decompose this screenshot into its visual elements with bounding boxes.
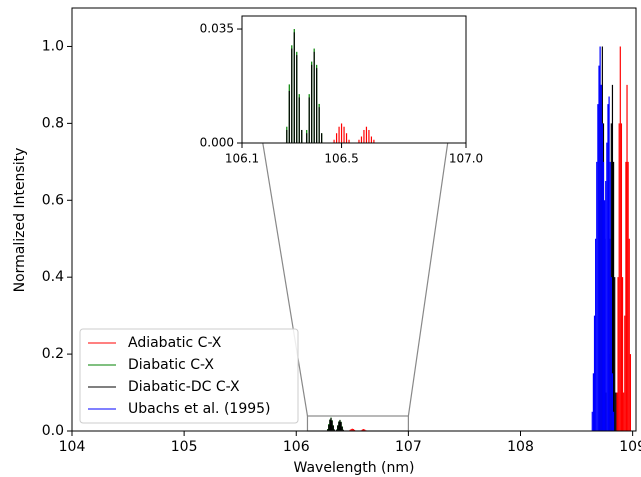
y-tick-label: 0.035 xyxy=(200,22,234,36)
y-tick-label: 1.0 xyxy=(42,38,64,54)
y-tick-label: 0.2 xyxy=(42,346,64,362)
y-tick-label: 0.4 xyxy=(42,269,64,285)
x-tick-label: 107.0 xyxy=(449,152,483,166)
y-tick-label: 0.6 xyxy=(42,192,64,208)
x-tick-label: 108 xyxy=(507,439,534,455)
y-tick-label: 0.000 xyxy=(200,136,234,150)
x-tick-label: 104 xyxy=(59,439,86,455)
legend-label: Ubachs et al. (1995) xyxy=(128,401,271,417)
legend-box xyxy=(79,328,299,424)
x-tick-label: 106.1 xyxy=(225,152,259,166)
x-tick-label: 107 xyxy=(395,439,422,455)
x-tick-label: 105 xyxy=(171,439,198,455)
legend-label: Adiabatic C-X xyxy=(128,335,222,351)
y-tick-label: 0.0 xyxy=(42,423,64,439)
y-axis-label: Normalized Intensity xyxy=(12,148,28,293)
legend-label: Diabatic C-X xyxy=(128,357,214,373)
x-tick-label: 106.5 xyxy=(324,152,358,166)
axes-frame xyxy=(71,7,637,432)
y-tick-label: 0.8 xyxy=(42,115,64,131)
axes-frame xyxy=(241,15,467,144)
x-tick-label: 109 xyxy=(619,439,641,455)
stick-series-group xyxy=(327,46,631,431)
x-tick-label: 106 xyxy=(283,439,310,455)
plot-area xyxy=(242,16,466,143)
legend-label: Diabatic-DC C-X xyxy=(128,379,240,395)
stick-series-group xyxy=(286,29,375,143)
x-axis-label: Wavelength (nm) xyxy=(294,460,415,476)
